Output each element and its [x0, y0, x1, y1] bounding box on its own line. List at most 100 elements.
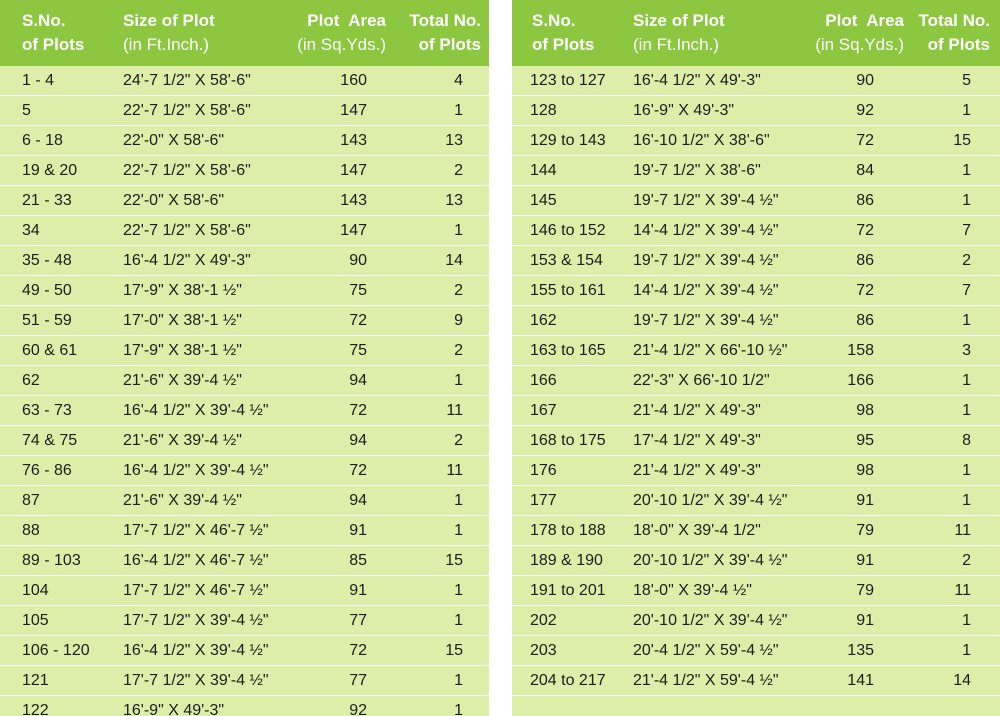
plot-area-cell: 72: [349, 402, 367, 419]
plot-sno-cell: 178 to 188: [530, 522, 606, 539]
plot-total-cell: 11: [446, 402, 463, 419]
table-row: 176 21'-4 1/2" X 49'-3" 98 1: [512, 456, 1000, 486]
plot-area-cell: 72: [349, 642, 367, 659]
plot-area-cell: 72: [856, 132, 874, 149]
table-row: 62 21'-6" X 39'-4 ½" 94 1: [0, 366, 489, 396]
plot-area-cell: 91: [856, 612, 874, 629]
table-row: 51 - 59 17'-0" X 38'-1 ½" 72 9: [0, 306, 489, 336]
plot-sno-cell: 106 - 120: [22, 642, 90, 659]
table-row: 34 22'-7 1/2" X 58'-6" 147 1: [0, 216, 489, 246]
header-total-line2: of Plots: [418, 35, 481, 54]
plot-total-cell: 1: [962, 102, 971, 119]
plot-total-cell: 7: [962, 222, 971, 239]
plot-sno-cell: 153 & 154: [530, 252, 603, 269]
plot-size-cell: 14'-4 1/2" X 39'-4 ½": [633, 282, 779, 299]
plot-size-cell: 21'-6" X 39'-4 ½": [123, 492, 242, 509]
table-row: 63 - 73 16'-4 1/2" X 39'-4 ½" 72 11: [0, 396, 489, 426]
plot-size-cell: 16'-4 1/2" X 49'-3": [633, 72, 761, 89]
plot-size-cell: 22'-3" X 66'-10 1/2": [633, 372, 770, 389]
plot-size-cell: 22'-0" X 58'-6": [123, 132, 225, 149]
plot-sno-cell: 122: [22, 702, 49, 716]
plot-size-cell: 22'-0" X 58'-6": [123, 192, 225, 209]
plot-total-cell: 2: [454, 282, 463, 299]
header-size-line1: Size of Plot: [123, 11, 215, 30]
plot-sno-cell: 128: [530, 102, 557, 119]
table-row: 1 - 4 24'-7 1/2" X 58'-6" 160 4: [0, 66, 489, 96]
table-row: 6 - 18 22'-0" X 58'-6" 143 13: [0, 126, 489, 156]
plot-area-cell: 98: [856, 402, 874, 419]
table-row: 128 16'-9" X 49'-3" 92 1: [512, 96, 1000, 126]
plot-area-cell: 92: [856, 102, 874, 119]
plot-area-cell: 147: [340, 162, 367, 179]
plot-sno-cell: 203: [530, 642, 557, 659]
plot-total-cell: 1: [454, 702, 463, 716]
header-area-line1: Plot Area: [307, 11, 386, 30]
plot-sno-cell: 166: [530, 372, 557, 389]
plot-area-cell: 86: [856, 252, 874, 269]
table-row: 155 to 161 14'-4 1/2" X 39'-4 ½" 72 7: [512, 276, 1000, 306]
plot-size-cell: 17'-9" X 38'-1 ½": [123, 282, 242, 299]
plot-total-cell: 2: [962, 252, 971, 269]
table-row: 191 to 201 18'-0" X 39'-4 ½" 79 11: [512, 576, 1000, 606]
plot-size-cell: 22'-7 1/2" X 58'-6": [123, 162, 251, 179]
plot-sno-cell: 162: [530, 312, 557, 329]
plot-area-cell: 143: [340, 192, 367, 209]
plot-area-cell: 143: [340, 132, 367, 149]
plot-area-cell: 84: [856, 162, 874, 179]
plot-area-cell: 75: [349, 282, 367, 299]
table-row: 19 & 20 22'-7 1/2" X 58'-6" 147 2: [0, 156, 489, 186]
plot-size-cell: 17'-7 1/2" X 39'-4 ½": [123, 672, 269, 689]
plot-sno-cell: 51 - 59: [22, 312, 72, 329]
plot-area-cell: 86: [856, 312, 874, 329]
plot-total-cell: 1: [454, 612, 463, 629]
plot-sno-cell: 168 to 175: [530, 432, 606, 449]
plot-size-cell: 21'-6" X 39'-4 ½": [123, 432, 242, 449]
plot-total-cell: 5: [962, 72, 971, 89]
table-row: 145 19'-7 1/2" X 39'-4 ½" 86 1: [512, 186, 1000, 216]
plot-total-cell: 14: [953, 672, 971, 689]
plot-sno-cell: 144: [530, 162, 557, 179]
plot-total-cell: 1: [454, 102, 463, 119]
plot-area-cell: 91: [349, 582, 367, 599]
header-area: Plot Area (in Sq.Yds.): [297, 9, 386, 57]
plot-area-cell: 90: [349, 252, 367, 269]
plot-sno-cell: 35 - 48: [22, 252, 72, 269]
plot-size-cell: 17'-9" X 38'-1 ½": [123, 342, 242, 359]
plot-size-cell: 16'-9" X 49'-3": [123, 702, 225, 716]
table-row: 88 17'-7 1/2" X 46'-7 ½" 91 1: [0, 516, 489, 546]
left-plot-table: S.No. of Plots Size of Plot (in Ft.Inch.…: [0, 0, 489, 716]
header-total-line1: Total No.: [409, 11, 481, 30]
plot-total-cell: 7: [962, 282, 971, 299]
right-plot-table: S.No. of Plots Size of Plot (in Ft.Inch.…: [512, 0, 1000, 716]
plot-total-cell: 9: [454, 312, 463, 329]
plot-total-cell: 1: [962, 402, 971, 419]
plot-total-cell: 2: [454, 432, 463, 449]
plot-total-cell: 13: [445, 192, 463, 209]
plot-area-cell: 158: [847, 342, 874, 359]
plot-size-cell: 22'-7 1/2" X 58'-6": [123, 222, 251, 239]
plot-sno-cell: 60 & 61: [22, 342, 78, 359]
plot-total-cell: 3: [962, 342, 971, 359]
plot-sno-cell: 129 to 143: [530, 132, 606, 149]
plot-size-cell: 16'-4 1/2" X 39'-4 ½": [123, 642, 269, 659]
plot-total-cell: 11: [446, 462, 463, 479]
table-row: 87 21'-6" X 39'-4 ½" 94 1: [0, 486, 489, 516]
header-sno-line2: of Plots: [22, 35, 85, 54]
table-row: 105 17'-7 1/2" X 39'-4 ½" 77 1: [0, 606, 489, 636]
plot-total-cell: 1: [962, 462, 971, 479]
plot-size-cell: 19'-7 1/2" X 39'-4 ½": [633, 252, 779, 269]
table-row: 144 19'-7 1/2" X 38'-6" 84 1: [512, 156, 1000, 186]
header-area-line2: (in Sq.Yds.): [297, 35, 386, 54]
plot-area-cell: 147: [340, 222, 367, 239]
plot-total-cell: 1: [962, 312, 971, 329]
header-total: Total No. of Plots: [410, 9, 481, 57]
table-row: 106 - 120 16'-4 1/2" X 39'-4 ½" 72 15: [0, 636, 489, 666]
table-row: 153 & 154 19'-7 1/2" X 39'-4 ½" 86 2: [512, 246, 1000, 276]
plot-size-cell: 17'-7 1/2" X 46'-7 ½": [123, 582, 269, 599]
table-row: 146 to 152 14'-4 1/2" X 39'-4 ½" 72 7: [512, 216, 1000, 246]
table-row: 76 - 86 16'-4 1/2" X 39'-4 ½" 72 11: [0, 456, 489, 486]
plot-sno-cell: 121: [22, 672, 49, 689]
plot-total-cell: 2: [454, 342, 463, 359]
plot-total-cell: 11: [954, 582, 971, 599]
header-total: Total No. of Plots: [919, 9, 990, 57]
